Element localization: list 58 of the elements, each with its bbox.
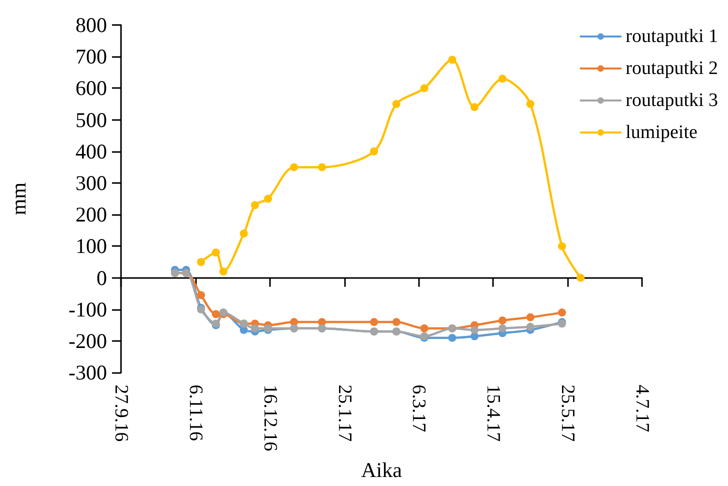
- y-tick-label: 700: [76, 44, 107, 69]
- point: [370, 318, 378, 326]
- y-tick-label: 800: [76, 13, 107, 37]
- point: [470, 103, 479, 112]
- y-tick-label: 500: [76, 108, 107, 132]
- x-tick-label: 15.4.17: [482, 384, 504, 442]
- point: [264, 194, 272, 203]
- legend-label: routaputki 2: [626, 58, 718, 79]
- point: [240, 230, 248, 238]
- x-tick-label: 16.12.16: [259, 384, 280, 452]
- point: [250, 201, 259, 210]
- point: [498, 316, 506, 324]
- point: [392, 318, 400, 326]
- point: [470, 326, 479, 334]
- point: [290, 163, 298, 172]
- point: [498, 324, 506, 332]
- y-tick-label: 300: [76, 171, 107, 195]
- y-axis-title: mm: [6, 182, 30, 216]
- x-tick-label: 6.3.17: [408, 384, 430, 432]
- point: [448, 334, 456, 342]
- legend-label: routaputki 3: [626, 90, 718, 111]
- point: [558, 242, 566, 250]
- point: [526, 313, 534, 322]
- point: [526, 322, 534, 331]
- y-tick-label: 100: [76, 234, 107, 258]
- x-axis-title: Aika: [361, 458, 403, 482]
- point: [290, 318, 298, 326]
- point: [219, 267, 228, 276]
- point: [420, 84, 428, 92]
- x-tick-label: 25.1.17: [334, 384, 355, 442]
- point: [420, 324, 428, 332]
- point: [392, 100, 400, 108]
- y-tick-label: -300: [68, 360, 107, 385]
- y-tick-label: 0: [96, 266, 107, 290]
- point: [197, 291, 206, 300]
- y-tick-label: 200: [76, 202, 107, 227]
- point: [448, 56, 456, 64]
- y-tick-label: -100: [68, 297, 107, 322]
- point: [212, 310, 220, 318]
- point: [250, 324, 259, 332]
- x-tick-label: 6.11.16: [184, 384, 206, 441]
- x-tick-label: 25.5.17: [557, 384, 578, 442]
- x-tick-label: 27.9.16: [110, 384, 132, 442]
- legend-label: routaputki 1: [626, 26, 718, 47]
- point: [370, 147, 378, 156]
- point: [526, 100, 534, 108]
- point: [318, 318, 326, 326]
- point: [212, 248, 220, 257]
- point: [197, 258, 206, 266]
- point: [318, 163, 326, 172]
- point: [576, 274, 585, 282]
- point: [498, 74, 506, 83]
- legend-label: lumipeite: [626, 122, 698, 143]
- y-tick-label: -200: [68, 329, 107, 353]
- y-tick-label: 400: [76, 139, 107, 164]
- point: [558, 308, 566, 317]
- y-tick-label: 600: [76, 76, 107, 100]
- x-tick-label: 4.7.17: [632, 384, 652, 432]
